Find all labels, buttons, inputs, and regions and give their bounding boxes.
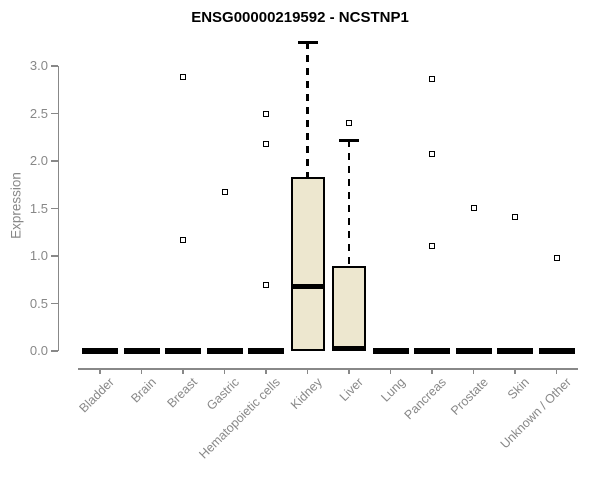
y-tick <box>51 350 58 352</box>
y-tick <box>51 207 58 210</box>
y-tick-label: 2.0 <box>29 153 48 168</box>
outlier-point <box>180 236 186 243</box>
flat-box <box>82 348 118 354</box>
flat-box <box>123 348 160 354</box>
y-tick <box>51 112 58 115</box>
outlier-point <box>470 204 477 211</box>
outlier-point <box>221 189 228 196</box>
x-tick <box>99 368 101 374</box>
y-tick <box>51 302 58 305</box>
y-tick-label: 1.5 <box>29 200 48 216</box>
flat-box <box>248 348 284 354</box>
outlier-point <box>346 120 352 126</box>
flat-box <box>372 348 409 354</box>
x-tick <box>182 368 184 374</box>
y-tick <box>51 65 58 67</box>
box-median <box>333 346 365 351</box>
x-tick <box>472 368 475 374</box>
outlier-point <box>263 140 269 147</box>
y-axis-line <box>57 66 59 351</box>
x-tick <box>265 368 267 374</box>
y-tick <box>51 160 58 162</box>
box <box>290 177 325 351</box>
y-tick-label: 0.5 <box>29 295 48 311</box>
y-tick-label: 0.0 <box>29 343 48 358</box>
flat-box <box>206 348 243 354</box>
x-tick <box>223 368 226 374</box>
y-tick-label: 2.5 <box>29 105 48 121</box>
flat-box <box>165 348 201 354</box>
outlier-point <box>263 281 269 288</box>
y-tick-label: 3.0 <box>29 58 48 73</box>
x-tick <box>431 368 433 374</box>
outlier-point <box>180 74 186 81</box>
flat-box <box>414 348 450 354</box>
outlier-point <box>263 111 269 118</box>
box <box>332 266 366 351</box>
whisker-cap <box>297 41 318 44</box>
whisker-cap <box>339 139 359 142</box>
whisker-line <box>347 140 351 267</box>
outlier-point <box>512 214 518 221</box>
x-tick <box>389 368 392 374</box>
y-tick <box>51 255 58 257</box>
outlier-point <box>429 151 435 158</box>
chart-title: ENSG00000219592 - NCSTNP1 <box>191 9 409 26</box>
x-tick <box>306 368 309 374</box>
x-axis-line <box>78 368 578 370</box>
flat-box <box>497 348 533 354</box>
flat-box <box>538 348 575 354</box>
outlier-point <box>429 76 435 83</box>
outlier-point <box>429 242 435 249</box>
x-tick <box>140 368 143 374</box>
flat-box <box>455 348 492 354</box>
x-tick <box>555 368 558 374</box>
whisker-line <box>306 42 309 178</box>
box-median <box>291 283 324 289</box>
y-tick-label: 1.0 <box>29 248 48 263</box>
x-tick <box>514 368 516 374</box>
x-tick <box>348 368 350 374</box>
outlier-point <box>553 254 560 261</box>
